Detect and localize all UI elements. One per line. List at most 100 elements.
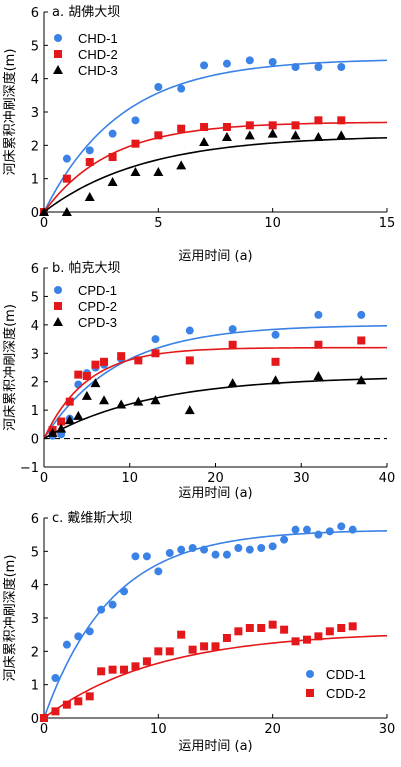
data-point — [131, 116, 140, 125]
data-point — [200, 642, 209, 651]
data-point — [314, 310, 323, 319]
x-tick-label: 10 — [264, 216, 281, 231]
chart-title: a. 胡佛大坝 — [52, 5, 120, 20]
data-point — [268, 620, 277, 629]
data-point — [222, 123, 231, 131]
data-point — [271, 330, 280, 339]
series-CDD-1 — [40, 522, 388, 722]
data-point — [227, 378, 238, 388]
y-tick-label: 0 — [31, 712, 39, 727]
data-point — [348, 525, 357, 534]
data-point — [244, 130, 255, 140]
data-point — [188, 645, 197, 654]
data-point — [85, 146, 94, 155]
data-point — [302, 635, 311, 644]
data-point — [108, 600, 117, 609]
data-point — [245, 121, 254, 130]
data-point — [185, 356, 194, 365]
y-tick-label: 6 — [31, 6, 39, 21]
y-tick-label: 1 — [31, 173, 39, 188]
y-tick-label: 5 — [31, 290, 39, 305]
data-point — [56, 423, 67, 433]
x-tick-label: 0 — [40, 722, 48, 737]
legend-label: CHD-3 — [78, 63, 118, 78]
data-point — [90, 378, 101, 388]
data-point — [74, 632, 83, 641]
fit-curve — [43, 136, 388, 213]
data-point — [51, 674, 60, 682]
data-point — [153, 167, 164, 176]
y-axis-label: 河床累积冲刷深度(m) — [2, 555, 18, 682]
y-tick-label: 4 — [31, 319, 39, 334]
y-axis-label: 河床累积冲刷深度(m) — [2, 304, 18, 431]
data-point — [314, 340, 323, 349]
x-axis-label: 运用时间 (a) — [178, 249, 252, 264]
data-point — [81, 390, 92, 400]
data-point — [200, 61, 209, 70]
y-tick-label: 2 — [31, 376, 39, 391]
data-point — [176, 160, 187, 170]
data-point — [85, 692, 94, 701]
data-point — [133, 396, 144, 406]
data-point — [325, 627, 334, 636]
data-point — [348, 622, 357, 631]
data-point — [314, 632, 323, 641]
data-point — [39, 207, 49, 216]
legend-label: CPD-2 — [78, 299, 117, 314]
data-point — [200, 545, 209, 554]
x-tick-label: 30 — [379, 722, 396, 737]
data-point — [99, 395, 110, 405]
data-point — [336, 130, 347, 140]
data-point — [91, 360, 100, 369]
data-point — [61, 207, 72, 216]
data-point — [313, 371, 324, 381]
data-point — [130, 167, 141, 176]
data-point — [270, 375, 281, 385]
series-CHD-1 — [40, 56, 388, 216]
data-point — [245, 545, 254, 554]
data-point — [357, 336, 366, 345]
data-point — [234, 544, 243, 552]
series-CPD-3 — [43, 371, 388, 440]
data-point — [245, 56, 254, 65]
data-point — [62, 154, 71, 163]
data-point — [234, 627, 243, 636]
data-point — [65, 397, 74, 406]
data-point — [108, 153, 117, 161]
data-point — [291, 121, 300, 130]
data-point — [337, 522, 346, 531]
data-point — [116, 399, 127, 409]
data-point — [40, 714, 48, 722]
x-tick-label: 15 — [379, 216, 396, 231]
y-tick-label: 4 — [31, 579, 39, 594]
data-point — [280, 625, 289, 634]
data-point — [131, 662, 140, 671]
data-point — [337, 63, 346, 71]
legend-label: CDD-2 — [326, 686, 366, 701]
y-tick-label: 1 — [31, 404, 39, 419]
data-point — [222, 59, 231, 68]
data-point — [290, 130, 301, 140]
fit-curve — [43, 121, 388, 213]
x-tick-label: 10 — [121, 471, 138, 486]
x-tick-label: 10 — [150, 722, 167, 737]
data-point — [200, 123, 209, 131]
data-point — [177, 124, 186, 133]
legend-label: CDD-1 — [326, 667, 366, 682]
data-point — [117, 352, 126, 361]
data-point — [228, 325, 237, 334]
data-point — [57, 417, 66, 426]
legend-label: CHD-1 — [78, 31, 118, 46]
data-point — [337, 624, 346, 632]
data-point — [268, 58, 277, 66]
y-axis-label: 河床累积冲刷深度(m) — [2, 49, 18, 176]
x-tick-label: 20 — [264, 722, 281, 737]
y-tick-label: 5 — [31, 545, 39, 560]
data-point — [228, 340, 237, 349]
data-point — [97, 667, 106, 676]
data-point — [107, 177, 118, 186]
data-point — [73, 410, 84, 420]
data-point — [268, 121, 277, 130]
data-point — [267, 128, 278, 138]
